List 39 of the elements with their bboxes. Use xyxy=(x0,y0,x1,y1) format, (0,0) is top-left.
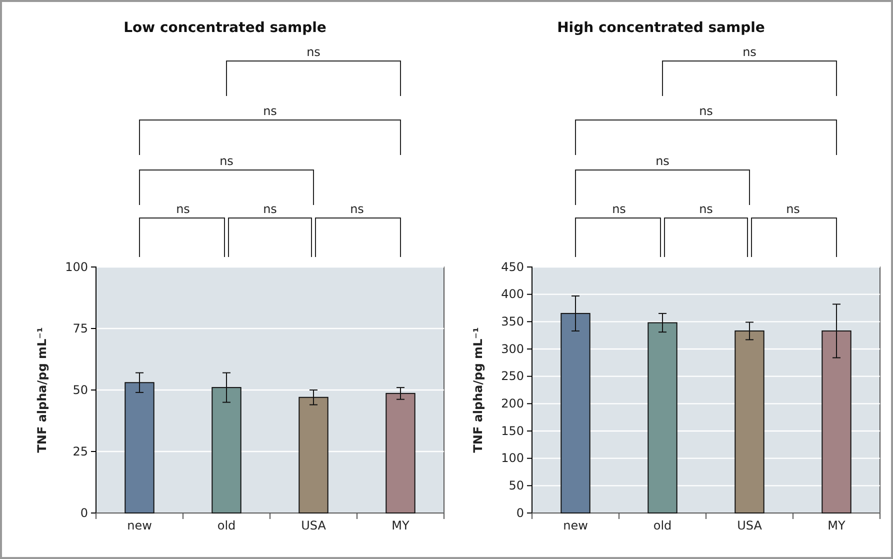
y-tick-label: 75 xyxy=(72,321,88,336)
y-tick-label: 350 xyxy=(501,314,524,329)
y-tick-label: 100 xyxy=(65,260,88,274)
x-tick-label: MY xyxy=(828,518,846,533)
text: ns xyxy=(263,104,277,118)
text: ns xyxy=(656,154,670,168)
text: ns xyxy=(699,104,713,118)
x-tick-label: old xyxy=(217,518,236,533)
y-tick-label: 450 xyxy=(501,260,524,274)
y-tick-label: 100 xyxy=(501,451,524,466)
text: ns xyxy=(742,45,756,59)
y-tick-label: 25 xyxy=(72,444,88,458)
y-tick-label: 400 xyxy=(501,287,524,302)
text: ns xyxy=(612,202,626,216)
y-tick-label: 0 xyxy=(516,506,524,520)
text: ns xyxy=(350,202,364,216)
text: ns xyxy=(176,202,190,216)
x-tick-label: USA xyxy=(301,518,327,533)
x-tick-label: new xyxy=(127,518,152,533)
text: ns xyxy=(306,45,320,59)
y-axis-title: TNF alpha/pg mL⁻¹ xyxy=(471,327,485,453)
chart-title: Low concentrated sample xyxy=(124,20,326,36)
y-tick-label: 300 xyxy=(501,342,524,356)
text: ns xyxy=(786,202,800,216)
chart-title: High concentrated sample xyxy=(557,20,765,36)
text: ns xyxy=(220,154,234,168)
y-tick-label: 200 xyxy=(501,396,524,411)
x-tick-label: MY xyxy=(392,518,410,533)
y-tick-label: 150 xyxy=(501,424,524,438)
y-tick-label: 250 xyxy=(501,369,524,384)
y-tick-label: 0 xyxy=(80,506,88,520)
y-tick-label: 50 xyxy=(72,382,88,397)
y-axis-title: TNF alpha/pg mL⁻¹ xyxy=(35,327,49,453)
text: ns xyxy=(699,202,713,216)
x-tick-label: old xyxy=(653,518,672,533)
x-tick-label: new xyxy=(563,518,588,533)
y-tick-label: 50 xyxy=(508,478,524,493)
x-tick-label: USA xyxy=(737,518,763,533)
text: ns xyxy=(263,202,277,216)
